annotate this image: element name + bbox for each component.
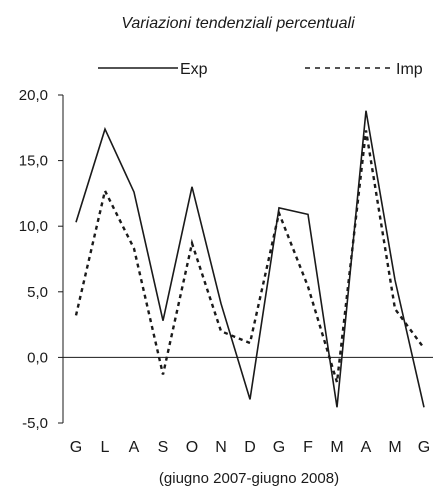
x-axis-title: (giugno 2007-giugno 2008)	[159, 470, 339, 487]
x-tick-label: A	[129, 439, 140, 456]
series-line-imp	[74, 130, 425, 383]
x-tick-label: O	[186, 439, 198, 456]
x-tick-label: D	[244, 439, 256, 456]
x-tick-label: S	[158, 439, 169, 456]
x-tick-label: G	[70, 439, 82, 456]
y-tick-label: 15,0	[19, 153, 48, 170]
x-tick-label: M	[330, 439, 343, 456]
legend-label-imp: Imp	[396, 61, 423, 78]
x-tick-label: G	[273, 439, 285, 456]
x-tick-label: A	[361, 439, 372, 456]
legend-label-exp: Exp	[180, 61, 208, 78]
y-tick-label: -5,0	[22, 415, 48, 432]
series-line-exp	[75, 110, 425, 408]
x-tick-label: F	[303, 439, 313, 456]
y-tick-label: 20,0	[19, 87, 48, 104]
x-tick-label: G	[418, 439, 430, 456]
series-layer	[74, 110, 425, 408]
y-tick-label: 0,0	[27, 349, 48, 366]
y-tick-label: 5,0	[27, 284, 48, 301]
x-tick-label: M	[388, 439, 401, 456]
y-tick-label: 10,0	[19, 218, 48, 235]
chart-title: Variazioni tendenziali percentuali	[121, 15, 355, 32]
y-axis-ticks: 20,0 15,0 10,0 5,0 0,0 -5,0	[19, 87, 63, 432]
x-tick-label: L	[101, 439, 110, 456]
x-tick-label: N	[215, 439, 227, 456]
legend: Exp Imp	[98, 61, 423, 78]
